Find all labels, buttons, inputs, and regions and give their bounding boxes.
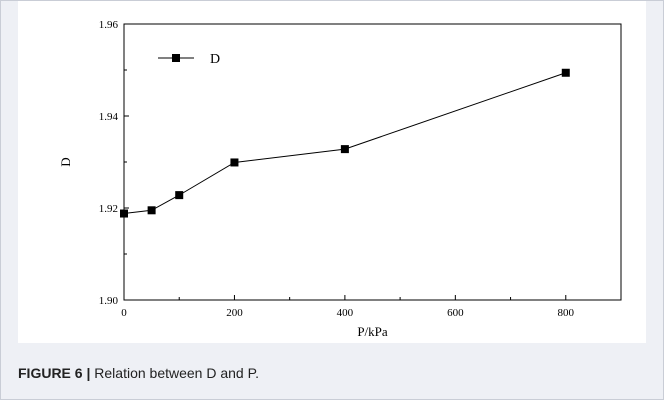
x-tick-label: 400 xyxy=(337,307,354,319)
y-tick-label: 1.94 xyxy=(99,111,119,123)
x-tick-label: 0 xyxy=(121,307,127,319)
series-line-D xyxy=(123,72,566,215)
legend-marker xyxy=(172,54,180,62)
plot-card: 0 200 400 600 800 1.90 1.92 1.94 1.96 D P/kPa D xyxy=(18,1,646,343)
data-point-marker xyxy=(147,206,156,215)
plot-frame xyxy=(123,23,622,301)
data-point-marker xyxy=(120,209,128,218)
data-point-marker xyxy=(175,191,184,200)
axes-group xyxy=(123,23,622,301)
data-point-marker xyxy=(561,68,570,77)
legend-label: D xyxy=(210,52,220,67)
caption-text: Relation between D and P. xyxy=(94,365,260,381)
x-tick-label: 800 xyxy=(558,307,575,319)
data-point-marker xyxy=(230,158,239,167)
x-axis-title: P/kPa xyxy=(357,324,388,339)
line-chart: 0 200 400 600 800 1.90 1.92 1.94 1.96 D P/kPa D xyxy=(58,19,622,339)
caption-label: FIGURE 6 xyxy=(18,365,83,381)
caption-separator: | xyxy=(86,365,91,381)
y-tick-label: 1.92 xyxy=(99,203,118,215)
legend: D xyxy=(158,52,220,67)
data-point-marker xyxy=(340,145,349,154)
y-tick-label: 1.96 xyxy=(99,19,119,31)
y-tick-label: 1.90 xyxy=(99,295,119,307)
ticks-group: 0 200 400 600 800 1.90 1.92 1.94 1.96 xyxy=(99,19,575,319)
series-layer xyxy=(120,68,570,218)
x-tick-label: 600 xyxy=(447,307,464,319)
figure-caption: FIGURE 6 | Relation between D and P. xyxy=(18,365,259,381)
y-axis-title: D xyxy=(58,157,73,166)
x-tick-label: 200 xyxy=(226,307,243,319)
